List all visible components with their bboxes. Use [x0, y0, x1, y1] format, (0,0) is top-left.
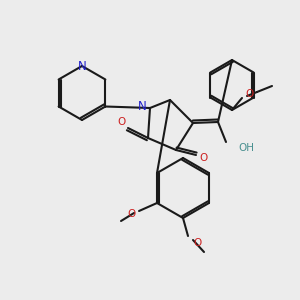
- Text: N: N: [78, 59, 86, 73]
- Text: O: O: [118, 117, 126, 127]
- Text: OH: OH: [238, 143, 254, 153]
- Text: O: O: [193, 238, 201, 248]
- Text: N: N: [138, 100, 146, 113]
- Text: O: O: [246, 89, 254, 99]
- Text: O: O: [199, 153, 207, 163]
- Text: O: O: [127, 209, 135, 219]
